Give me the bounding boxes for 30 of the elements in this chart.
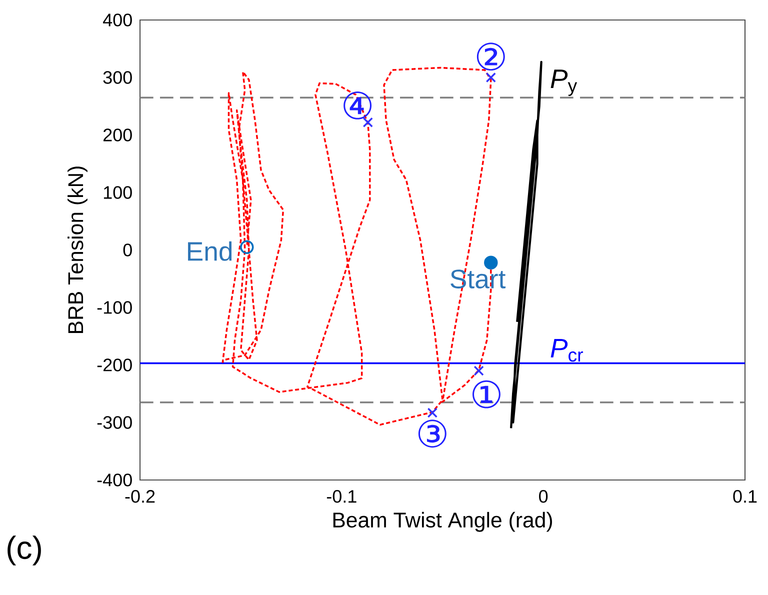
- annotation: ③: [418, 420, 446, 448]
- y-tick-label: 300: [103, 71, 132, 84]
- point: [486, 72, 496, 83]
- x-tick-label: -0.2: [125, 490, 155, 503]
- y-tick-label: 200: [103, 128, 132, 142]
- point: [484, 256, 498, 270]
- annotation: End: [188, 241, 232, 261]
- annotation: ①: [472, 380, 500, 408]
- ref-line-label: P$_{y}$: [550, 70, 578, 96]
- x-tick-label: -0.1: [326, 490, 356, 503]
- y-tick-label: 0: [123, 244, 132, 256]
- point: [427, 408, 438, 418]
- annotation: Start: [450, 270, 506, 288]
- text: (c): [8, 536, 41, 566]
- y-tick-label: -300: [97, 416, 132, 429]
- x-axis-title: Beam Twist Angle (rad): [333, 512, 552, 532]
- x-tick-label: 0: [539, 490, 548, 503]
- line-series: [510, 60, 542, 430]
- annotation: ②: [476, 42, 505, 71]
- y-tick-label: 100: [104, 186, 132, 199]
- y-tick-label: -100: [97, 301, 132, 314]
- x-tick-label: 0.1: [733, 490, 757, 503]
- ref-line-label: P$_{cr}$: [550, 338, 584, 362]
- y-tick-label: -400: [97, 474, 132, 486]
- y-axis-title: BRB Tension (kN): [68, 166, 88, 333]
- y-tick-label: 400: [103, 14, 132, 26]
- point: [240, 240, 254, 254]
- y-tick-label: -200: [97, 358, 132, 372]
- annotation: ④: [344, 91, 372, 120]
- point: [474, 366, 484, 376]
